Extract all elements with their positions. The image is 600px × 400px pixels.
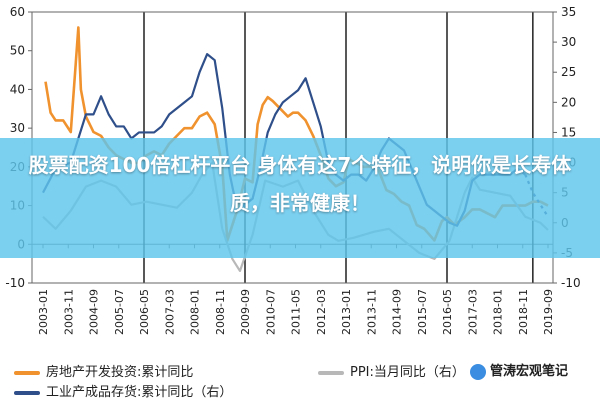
legend-item-inventory: 工业产成品存货:累计同比（右） (14, 381, 232, 400)
overlay-banner-text[interactable]: 股票配资100倍杠杆平台 身体有这7个特征，说明你是长寿体质，非常健康！ (28, 153, 572, 215)
x-tick-label: 2008-01 (189, 289, 202, 335)
watermark: 管涛宏观笔记 (470, 360, 568, 380)
left-tick-label: 40 (10, 82, 25, 96)
watermark-text: 管涛宏观笔记 (490, 364, 569, 379)
right-tick-label: 20 (561, 95, 576, 109)
x-tick-label: 2018-11 (517, 289, 530, 335)
x-tick-label: 2007-03 (163, 289, 176, 335)
legend-item-real-estate: 房地产开发投资:累计同比 (14, 361, 193, 380)
x-tick-label: 2016-05 (441, 289, 454, 335)
left-tick-label: 30 (10, 121, 25, 135)
x-tick-label: 2008-11 (214, 289, 227, 335)
x-axis: 2003-01 2003-11 2004-09 2005-07 2006-05 2007-… (32, 243, 555, 335)
x-tick-label: 2006-05 (138, 289, 151, 335)
legend-label-ppi: PPI:当月同比（右） (350, 365, 465, 380)
x-tick-label: 2013-11 (365, 289, 378, 335)
x-tick-label: 2010-07 (264, 289, 277, 335)
left-tick-label: 50 (10, 44, 25, 58)
x-tick-label: 2004-09 (88, 289, 101, 335)
legend-swatch-inventory (14, 390, 40, 395)
x-tick-label: 2013-01 (340, 289, 353, 335)
right-tick-label: 35 (561, 5, 576, 19)
legend-label-real-estate: 房地产开发投资:累计同比 (46, 365, 194, 380)
x-tick-label: 2003-11 (62, 289, 75, 335)
left-tick-label: 60 (10, 5, 25, 19)
wechat-logo-icon (470, 363, 486, 380)
x-tick-label: 2012-03 (315, 289, 328, 335)
right-tick-label: 25 (561, 65, 576, 79)
legend-label-inventory: 工业产成品存货:累计同比（右） (46, 385, 233, 400)
x-tick-label: 2019-09 (542, 289, 555, 335)
right-tick-label: -10 (561, 276, 581, 290)
x-tick-label: 2017-03 (466, 289, 479, 335)
x-tick-label: 2018-01 (492, 289, 505, 335)
x-tick-label: 2015-07 (416, 289, 429, 335)
overlay-banner[interactable] (0, 138, 600, 258)
x-tick-label: 2009-09 (239, 289, 252, 335)
right-tick-label: 30 (561, 35, 576, 49)
x-tick-label: 2003-01 (37, 289, 50, 335)
legend-item-ppi: PPI:当月同比（右） (318, 361, 465, 380)
x-tick-label: 2005-07 (113, 289, 126, 335)
legend-swatch-ppi (318, 370, 344, 375)
x-tick-label: 2011-05 (290, 289, 303, 335)
legend-swatch-real-estate (14, 370, 40, 375)
x-tick-label: 2014-09 (391, 289, 404, 335)
left-tick-label: -10 (5, 276, 25, 290)
right-tick-label: 15 (561, 125, 576, 139)
